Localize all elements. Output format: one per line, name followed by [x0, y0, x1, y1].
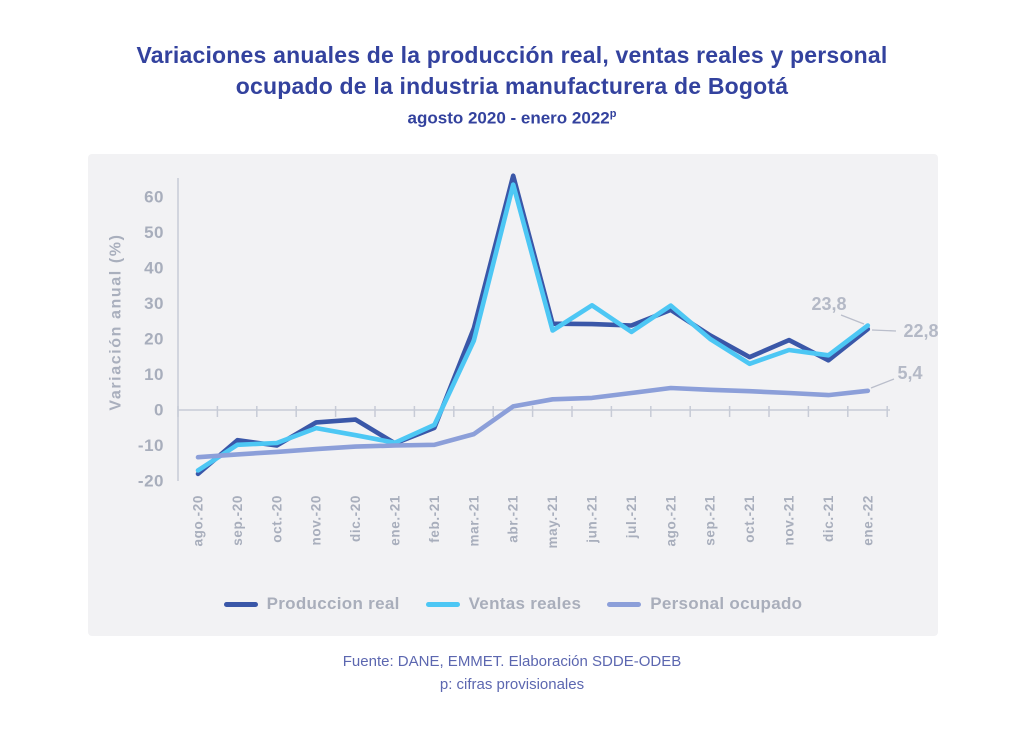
x-axis-tick-label: dic.-21: [821, 495, 836, 542]
page-title-line-2: ocupado de la industria manufacturera de…: [235, 73, 789, 99]
chart-subtitle: agosto 2020 - enero 2022p: [0, 108, 1024, 129]
y-axis-tick-label: 60: [144, 188, 164, 207]
y-axis-title: Variación anual (%): [108, 233, 125, 410]
x-axis-tick-label: abr.-21: [506, 495, 521, 543]
series-line-ventas-reales: [195, 182, 871, 473]
chart-title-block: Variaciones anuales de la producción rea…: [0, 40, 1024, 129]
y-axis-tick-label: -10: [138, 436, 164, 455]
x-axis-tick-label: feb.-21: [427, 495, 442, 543]
annotation-value-label: 22,8: [903, 321, 938, 341]
y-axis-tick-label: 50: [144, 223, 164, 242]
series-line-produccion-real: [195, 173, 871, 477]
y-axis-tick-label: 10: [144, 365, 164, 384]
legend-label: Ventas reales: [468, 594, 582, 613]
legend-label: Personal ocupado: [650, 594, 803, 613]
legend-label: Produccion real: [266, 594, 400, 613]
y-axis-tick-label: 20: [144, 330, 164, 349]
chart-legend: Produccion real Ventas reales Personal o…: [88, 594, 938, 614]
x-axis-tick-label: may.-21: [545, 495, 560, 548]
personal-ocupado-swatch-icon: [607, 601, 642, 607]
x-axis-tick-label: nov.-21: [782, 495, 797, 545]
y-axis-tick-label: -20: [138, 472, 164, 491]
line-chart: 60 50 40 30 20 10 0 -10 -20 ago.-20 sep.-20 oct.-20…: [108, 173, 938, 548]
x-axis-tick-label: ene.-22: [860, 495, 875, 546]
ventas-reales-swatch-icon: [425, 601, 460, 607]
x-axis-tick-label: sep.-21: [703, 495, 718, 546]
annotation-leader-line: [871, 329, 897, 332]
legend-item-personal-ocupado: Personal ocupado: [607, 594, 802, 614]
x-axis-tick-label: dic.-20: [348, 495, 363, 542]
x-axis-tick-label: jun.-21: [585, 495, 600, 544]
provisional-note: p: cifras provisionales: [439, 676, 585, 693]
x-axis-tick-label: mar.-21: [466, 495, 481, 546]
x-axis-tick-label: nov.-20: [309, 495, 324, 545]
produccion-real-swatch-icon: [223, 601, 258, 607]
y-axis-tick-label: 0: [154, 401, 164, 420]
legend-item-ventas-reales: Ventas reales: [425, 594, 582, 614]
page-title-line-1: Variaciones anuales de la producción rea…: [136, 42, 888, 68]
y-axis-tick-label: 30: [144, 294, 164, 313]
annotation-leader-line: [870, 378, 895, 389]
x-axis-tick-label: ago.-20: [191, 495, 206, 546]
x-axis-tick-label: jul.-21: [624, 495, 639, 539]
x-axis-tick-label: ago.-21: [663, 495, 678, 546]
annotation-value-label: 5,4: [897, 363, 922, 383]
x-axis-tick-label: oct.-21: [742, 495, 757, 543]
x-axis-tick-label: sep.-20: [230, 495, 245, 546]
x-axis-tick-label: oct.-20: [269, 495, 284, 543]
subtitle-text: agosto 2020 - enero 2022: [407, 108, 610, 128]
source-note: Fuente: DANE, EMMET. Elaboración SDDE-OD…: [342, 653, 682, 670]
annotation-value-label: 23,8: [811, 294, 846, 314]
chart-footer: Fuente: DANE, EMMET. Elaboración SDDE-OD…: [0, 650, 1024, 696]
chart-card: 60 50 40 30 20 10 0 -10 -20 ago.-20 sep.-20 oct.-20…: [88, 154, 938, 636]
legend-item-produccion-real: Produccion real: [223, 594, 400, 614]
subtitle-superscript-p: p: [609, 108, 617, 120]
series-line-personal-ocupado: [195, 385, 871, 460]
x-axis-tick-label: ene.-21: [388, 495, 403, 546]
y-axis-tick-label: 40: [144, 259, 164, 278]
annotation-leader-line: [840, 314, 865, 325]
